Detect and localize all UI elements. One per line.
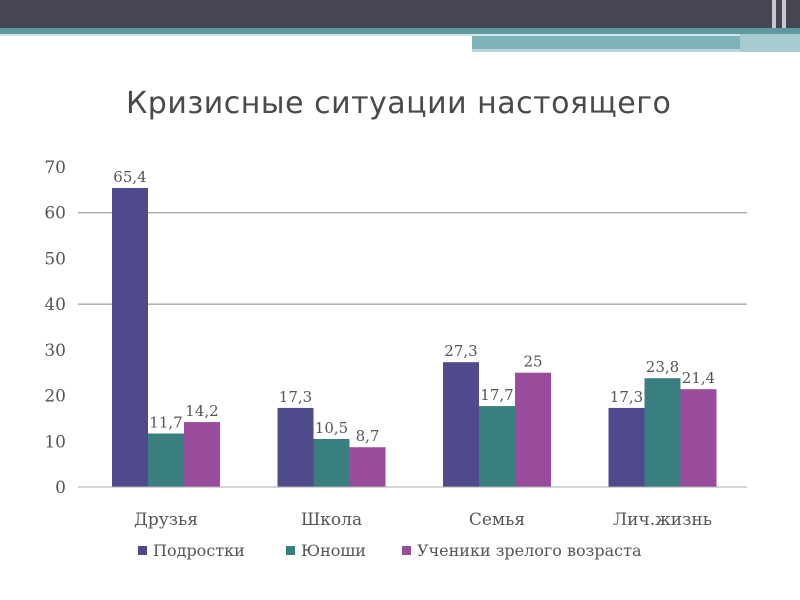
- header-accent-line-light: [0, 34, 800, 36]
- bar: [443, 362, 479, 487]
- data-label: 27,3: [444, 342, 477, 360]
- bar: [112, 188, 148, 487]
- bar: [644, 378, 681, 487]
- bar: [148, 433, 184, 487]
- legend-label: Юноши: [301, 541, 366, 560]
- header-stripe: [782, 0, 786, 28]
- header-accent-block: [472, 36, 800, 49]
- bar: [608, 407, 645, 487]
- bar: [349, 447, 386, 487]
- bar: [277, 407, 314, 487]
- data-label: 17,3: [610, 388, 643, 406]
- header-bar: [0, 0, 800, 28]
- bar: [680, 389, 717, 487]
- legend-swatch: [138, 546, 147, 555]
- data-label: 10,5: [315, 419, 348, 437]
- y-tick-label: 60: [44, 204, 66, 224]
- slide-title: Кризисные ситуации настоящего: [126, 86, 672, 121]
- y-tick-label: 0: [55, 478, 66, 498]
- data-label: 25: [523, 353, 542, 371]
- bar: [313, 439, 350, 487]
- header-accent-line: [0, 28, 800, 34]
- data-label: 11,7: [149, 414, 182, 432]
- y-tick-label: 10: [44, 432, 66, 452]
- legend-label: Подростки: [153, 541, 245, 560]
- legend-swatch: [286, 546, 295, 555]
- category-label: Семья: [469, 510, 525, 530]
- legend-label: Ученики зрелого возраста: [417, 541, 642, 560]
- legend-swatch: [402, 546, 411, 555]
- y-tick-label: 50: [44, 249, 66, 269]
- data-label: 23,8: [646, 358, 679, 376]
- header-stripe: [772, 0, 776, 28]
- data-label: 17,7: [480, 386, 513, 404]
- data-label: 14,2: [185, 402, 218, 420]
- data-label: 17,3: [279, 388, 312, 406]
- category-label: Друзья: [134, 510, 198, 530]
- category-label: Лич.жизнь: [613, 510, 712, 530]
- y-tick-label: 20: [44, 387, 66, 407]
- header-accent-thin: [472, 49, 800, 52]
- bar: [184, 422, 220, 487]
- y-tick-label: 40: [44, 295, 66, 315]
- data-label: 21,4: [682, 369, 715, 387]
- bar: [515, 372, 551, 487]
- data-label: 65,4: [113, 168, 146, 186]
- category-label: Школа: [301, 510, 362, 530]
- data-label: 8,7: [356, 427, 380, 445]
- header-accent-corner: [740, 34, 800, 52]
- bar: [479, 406, 515, 487]
- y-tick-label: 30: [44, 341, 66, 361]
- y-tick-label: 70: [44, 158, 66, 178]
